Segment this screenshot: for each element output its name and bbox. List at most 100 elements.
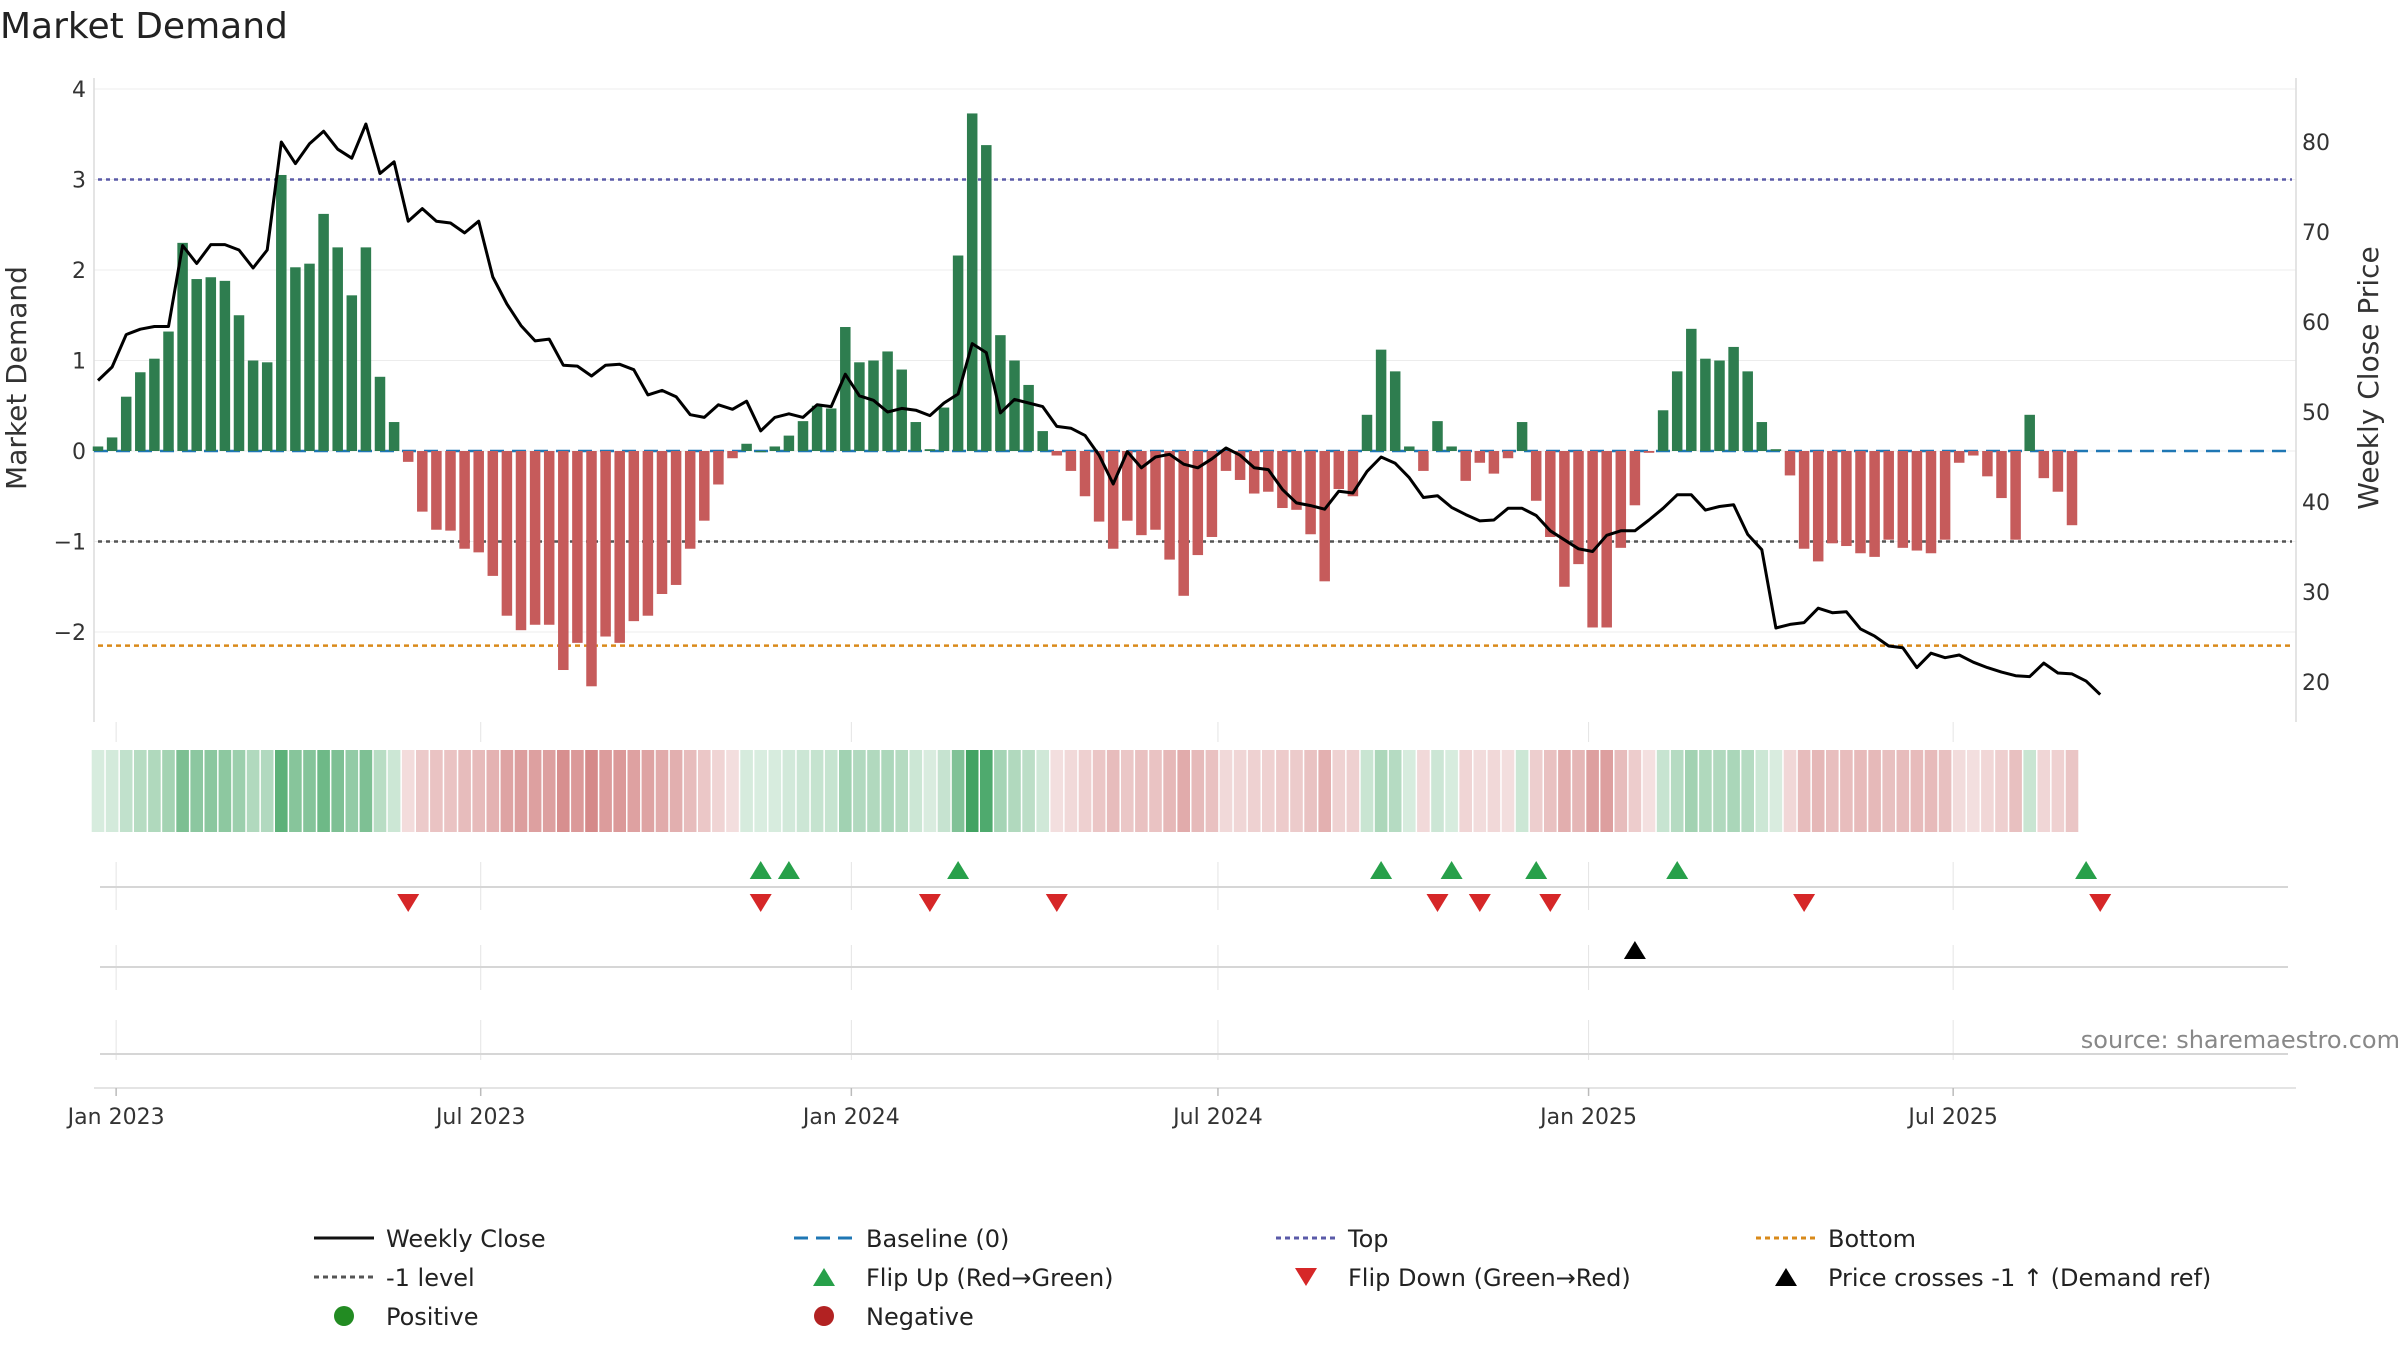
demand-bar (1432, 421, 1443, 451)
heat-cell (782, 750, 796, 832)
demand-bar (205, 277, 217, 451)
demand-bar (1629, 451, 1641, 506)
demand-bar (332, 247, 343, 451)
heat-cell (1163, 750, 1176, 832)
demand-bar (1319, 451, 1330, 582)
heat-cell (373, 750, 387, 832)
heat-cell (105, 750, 119, 832)
demand-bar (1361, 414, 1373, 451)
demand-bar (1911, 451, 1923, 551)
legend-label: Bottom (1828, 1225, 1916, 1253)
heat-cell (839, 750, 852, 832)
heat-cell (331, 750, 344, 832)
flip-down-marker (749, 894, 772, 912)
heat-cell (867, 750, 880, 832)
demand-bar (995, 335, 1006, 451)
heat-cell (2051, 750, 2065, 832)
flip-down-marker (1426, 894, 1449, 912)
demand-bar (868, 360, 879, 451)
demand-bar (360, 247, 372, 451)
heat-cell (1826, 750, 1839, 832)
legend-item: Positive (334, 1303, 479, 1331)
demand-bar (1587, 451, 1598, 628)
x-tick-label: Jul 2025 (1906, 1105, 1998, 1130)
heat-cell (1910, 750, 1924, 832)
demand-bar (1855, 451, 1866, 554)
demand-bar (840, 327, 851, 451)
heat-cell (740, 750, 753, 832)
legend-label: Price crosses -1 ↑ (Demand ref) (1828, 1264, 2211, 1292)
flip-down-marker (918, 894, 941, 912)
heat-cell (937, 750, 951, 832)
demand-bar (684, 451, 696, 549)
demand-bar (149, 358, 160, 451)
demand-bar (854, 362, 865, 451)
demand-bar (163, 331, 174, 451)
demand-bar (543, 451, 555, 625)
demand-bar (135, 372, 146, 451)
demand-bar (572, 451, 583, 643)
heat-cell (1247, 750, 1261, 832)
demand-bar (1827, 451, 1838, 544)
heat-cell (486, 750, 500, 832)
heat-cell (1544, 750, 1557, 832)
price-line-group (96, 122, 2102, 696)
heat-cell (1332, 750, 1346, 832)
demand-bar (1164, 451, 1175, 560)
heat-cell (1755, 750, 1769, 832)
demand-bar (1559, 451, 1570, 587)
y-tick-label: −2 (54, 621, 86, 646)
legend-item: Negative (814, 1303, 974, 1331)
legend-swatch (813, 1268, 835, 1286)
demand-bar (501, 451, 513, 616)
demand-bar (1404, 446, 1415, 451)
demand-bar (882, 351, 893, 451)
heat-cell (1106, 750, 1120, 832)
legend-item: -1 level (314, 1264, 475, 1292)
source-note: source: sharemaestro.com (2081, 1026, 2400, 1054)
demand-heat-strip (91, 750, 2079, 832)
heat-cell (1318, 750, 1331, 832)
demand-bar (1389, 371, 1401, 451)
heat-cell (881, 750, 894, 832)
demand-bar (1657, 410, 1669, 451)
heat-cell (1614, 750, 1628, 832)
heat-cell (275, 750, 288, 832)
legend-item: Bottom (1756, 1225, 1916, 1253)
demand-bar (1812, 451, 1824, 562)
heat-cell (824, 750, 838, 832)
flip-up-marker (1666, 861, 1689, 879)
x-tick-label: Jul 2023 (434, 1105, 526, 1130)
heat-cell (754, 750, 767, 832)
demand-bar (1107, 451, 1119, 549)
heat-cell (726, 750, 739, 832)
heat-cell (1882, 750, 1895, 832)
demand-bar (642, 451, 654, 616)
heat-cell (1092, 750, 1106, 832)
heat-cell (1388, 750, 1402, 832)
heat-cell (162, 750, 175, 832)
demand-bar (600, 451, 611, 637)
heat-cell (1346, 750, 1360, 832)
flip-up-marker (1525, 861, 1548, 879)
heat-cell (683, 750, 697, 832)
demand-bar (402, 451, 414, 462)
heat-cell (1487, 750, 1501, 832)
heat-cell (514, 750, 528, 832)
demand-bar (1728, 346, 1739, 451)
heat-cell (1924, 750, 1938, 832)
demand-bar (1982, 451, 1993, 477)
demand-bar (304, 263, 315, 451)
demand-bar (1023, 384, 1034, 451)
demand-bar (346, 295, 358, 451)
heat-cell (1219, 750, 1233, 832)
heat-cell (1967, 750, 1980, 832)
heat-cell (387, 750, 401, 832)
legend-item: Weekly Close (314, 1225, 546, 1253)
demand-bar (374, 376, 386, 451)
heat-cell (613, 750, 626, 832)
heat-cell (1022, 750, 1035, 832)
demand-bar (487, 451, 499, 576)
heat-cell (1769, 750, 1783, 832)
demand-bar (1671, 371, 1683, 451)
